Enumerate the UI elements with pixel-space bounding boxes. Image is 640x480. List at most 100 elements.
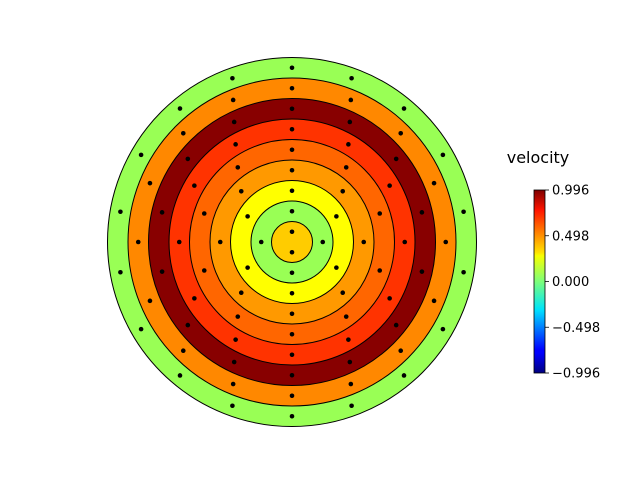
sample-point	[180, 130, 186, 136]
sample-point	[343, 314, 349, 319]
sample-point	[217, 239, 223, 245]
sample-point	[347, 359, 353, 365]
sample-point	[419, 269, 425, 274]
ring-layer	[107, 57, 477, 427]
sample-point	[185, 156, 191, 162]
sample-point	[192, 296, 197, 301]
sample-points-layer	[118, 65, 466, 419]
colorbar-ticks: 0.996 0.498 0.000 −0.498 −0.996	[545, 184, 600, 382]
sample-point	[289, 311, 295, 317]
sample-point	[343, 165, 349, 170]
sample-point	[348, 381, 354, 387]
sample-point	[349, 75, 354, 81]
sample-point	[289, 229, 295, 235]
sample-point	[377, 211, 383, 216]
sample-point	[233, 142, 238, 147]
sample-point	[185, 322, 191, 328]
colorbar-tick-label: −0.996	[552, 367, 600, 382]
colorbar-gradient	[533, 189, 546, 374]
sample-point	[118, 209, 123, 215]
sample-point	[238, 290, 244, 296]
sample-point	[258, 239, 264, 245]
sample-point	[138, 152, 144, 158]
sample-point	[289, 352, 295, 358]
sample-point	[289, 65, 295, 71]
sample-point	[320, 239, 326, 245]
sample-point	[387, 183, 392, 188]
sample-point	[231, 119, 237, 125]
sample-point	[233, 337, 238, 342]
sample-point	[289, 393, 295, 399]
sample-point	[440, 326, 446, 332]
sample-point	[135, 239, 141, 245]
sample-point	[289, 85, 295, 91]
sample-point	[340, 290, 346, 296]
sample-point	[401, 106, 407, 111]
sample-point	[289, 413, 295, 419]
sample-point	[201, 268, 207, 273]
sample-point	[393, 156, 399, 162]
sample-point	[118, 269, 123, 275]
sample-point	[289, 270, 295, 276]
sample-point	[176, 239, 182, 245]
sample-point	[230, 75, 235, 81]
sample-point	[177, 373, 183, 378]
sample-point	[289, 331, 295, 337]
sample-point	[159, 210, 165, 215]
sample-point	[461, 209, 466, 215]
sample-point	[138, 326, 144, 332]
sample-point	[377, 268, 383, 273]
ring-1	[271, 221, 313, 263]
sample-point	[461, 269, 466, 275]
sample-point	[147, 180, 153, 186]
sample-point	[289, 290, 295, 296]
sample-point	[346, 337, 351, 342]
sample-point	[289, 167, 295, 173]
colorbar-tick-label: 0.000	[552, 275, 589, 290]
sample-point	[402, 239, 408, 245]
sample-point	[245, 214, 250, 219]
sample-point	[440, 152, 446, 158]
sample-point	[230, 381, 236, 387]
sample-point	[289, 188, 295, 194]
sample-point	[289, 372, 295, 378]
sample-point	[419, 210, 425, 215]
colorbar-label: velocity	[507, 148, 570, 167]
sample-point	[348, 97, 354, 103]
sample-point	[245, 265, 250, 270]
sample-point	[180, 348, 186, 354]
sample-point	[398, 130, 404, 136]
sample-point	[347, 119, 353, 125]
sample-point	[443, 239, 449, 245]
colorbar: velocity 0.996 0.498 0.000 −0.498 −0.996	[507, 148, 600, 382]
sample-point	[289, 208, 295, 214]
sample-point	[289, 106, 295, 112]
sample-point	[334, 265, 339, 270]
sample-point	[238, 188, 244, 194]
sample-point	[334, 214, 339, 219]
sample-point	[201, 211, 207, 216]
sample-point	[431, 298, 437, 304]
sample-point	[192, 183, 197, 188]
sample-point	[361, 239, 367, 245]
sample-point	[431, 180, 437, 186]
sample-point	[401, 373, 407, 378]
sample-point	[230, 403, 235, 409]
sample-point	[387, 296, 392, 301]
sample-point	[147, 298, 153, 304]
sample-point	[235, 314, 241, 319]
sample-point	[349, 403, 354, 409]
sample-point	[177, 106, 183, 111]
sample-point	[393, 322, 399, 328]
sample-point	[346, 142, 351, 147]
sample-point	[340, 188, 346, 194]
sample-point	[289, 147, 295, 153]
colorbar-tick-label: 0.996	[552, 184, 589, 199]
sample-point	[289, 249, 295, 255]
sample-point	[159, 269, 165, 274]
sample-point	[289, 126, 295, 132]
colorbar-tick-label: −0.498	[552, 321, 600, 336]
colorbar-tick-label: 0.498	[552, 229, 589, 244]
sample-point	[398, 348, 404, 354]
